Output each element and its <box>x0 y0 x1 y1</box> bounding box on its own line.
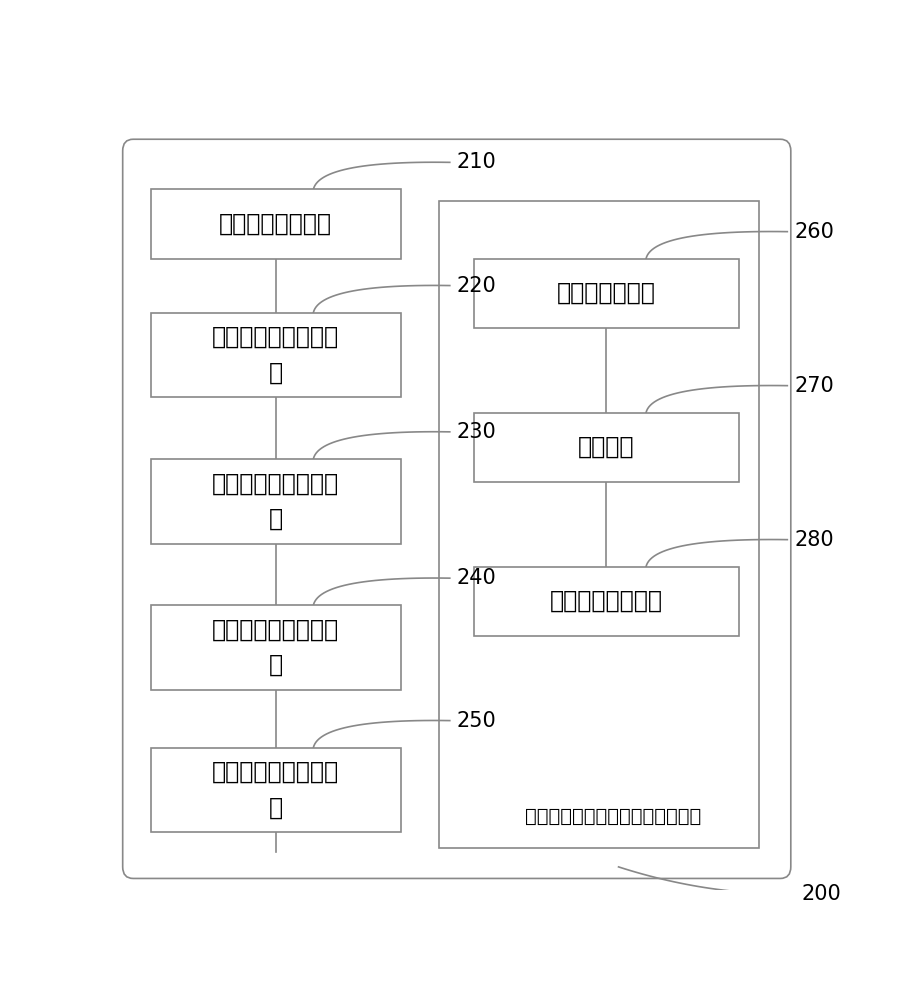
Text: 210: 210 <box>457 152 497 172</box>
Text: 270: 270 <box>795 376 834 396</box>
Text: 第二运动信息编码单
元: 第二运动信息编码单 元 <box>212 760 339 820</box>
Text: 特征图增强单元: 特征图增强单元 <box>557 281 656 305</box>
Bar <box>151 459 401 544</box>
Bar <box>474 259 738 328</box>
Text: 280: 280 <box>795 530 834 550</box>
Text: 第一运动信息编码单
元: 第一运动信息编码单 元 <box>212 618 339 677</box>
Text: 230: 230 <box>457 422 497 442</box>
Text: 第二脑电信号编码单
元: 第二脑电信号编码单 元 <box>212 471 339 531</box>
Bar <box>439 201 760 848</box>
Bar <box>151 189 401 259</box>
Text: 检测结果生成单元: 检测结果生成单元 <box>550 589 663 613</box>
Text: 基于多源信息融合的疲劳检测系统: 基于多源信息融合的疲劳检测系统 <box>525 807 701 826</box>
Text: 250: 250 <box>457 711 497 731</box>
Text: 监测数据获取单元: 监测数据获取单元 <box>219 212 332 236</box>
Text: 260: 260 <box>795 222 834 242</box>
Text: 融合单元: 融合单元 <box>578 435 635 459</box>
Bar <box>151 312 401 397</box>
Bar <box>474 413 738 482</box>
Bar <box>151 605 401 690</box>
Text: 第一脑电信号编码单
元: 第一脑电信号编码单 元 <box>212 325 339 385</box>
Text: 220: 220 <box>457 276 497 296</box>
Text: 240: 240 <box>457 568 497 588</box>
Text: 200: 200 <box>801 884 841 904</box>
Bar <box>151 748 401 832</box>
Bar <box>474 567 738 636</box>
